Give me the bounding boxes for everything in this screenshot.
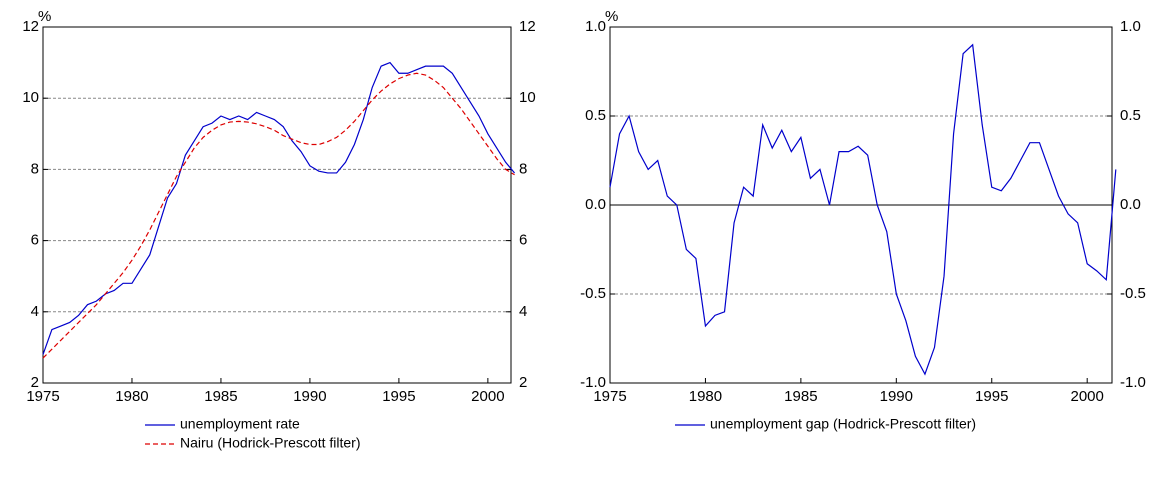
y-tick-label-right: 12 xyxy=(519,18,536,35)
y-axis-label: % xyxy=(38,8,51,25)
y-tick-label-right: 10 xyxy=(519,89,536,106)
plot-frame xyxy=(609,26,1113,384)
x-tick-label: 1985 xyxy=(204,388,237,405)
y-tick-label: -0.5 xyxy=(580,285,606,302)
x-tick-label: 2000 xyxy=(471,388,504,405)
x-tick-label: 1975 xyxy=(26,388,59,405)
y-tick-label: 8 xyxy=(31,160,39,177)
x-tick-label: 1995 xyxy=(382,388,415,405)
series-line xyxy=(609,43,1117,376)
y-tick-label: 4 xyxy=(31,303,39,320)
x-tick-label: 1980 xyxy=(115,388,148,405)
y-tick-label-right: -0.5 xyxy=(1120,285,1146,302)
series-line xyxy=(42,72,515,359)
y-tick-label: 0.5 xyxy=(585,107,606,124)
y-tick-label-right: 0.0 xyxy=(1120,196,1141,213)
y-tick-label: 1.0 xyxy=(585,18,606,35)
x-tick-label: 1990 xyxy=(293,388,326,405)
y-tick-label: 12 xyxy=(22,18,39,35)
y-tick-label-right: 1.0 xyxy=(1120,18,1141,35)
x-tick-label: 1980 xyxy=(689,388,722,405)
x-tick-label: 1985 xyxy=(784,388,817,405)
x-tick-label: 1995 xyxy=(975,388,1008,405)
y-tick-label: -1.0 xyxy=(580,374,606,391)
x-tick-label: 1990 xyxy=(880,388,913,405)
x-tick-label: 1975 xyxy=(593,388,626,405)
series-line xyxy=(42,61,516,355)
y-axis-label: % xyxy=(605,8,618,25)
y-tick-label-right: -1.0 xyxy=(1120,374,1146,391)
y-tick-label-right: 2 xyxy=(519,374,527,391)
plot-frame xyxy=(42,26,512,384)
x-tick-label: 2000 xyxy=(1070,388,1103,405)
y-tick-label: 6 xyxy=(31,232,39,249)
y-tick-label-right: 4 xyxy=(519,303,527,320)
y-tick-label-right: 0.5 xyxy=(1120,107,1141,124)
legend-label: unemployment gap (Hodrick-Prescott filte… xyxy=(710,416,976,432)
y-tick-label-right: 6 xyxy=(519,232,527,249)
legend-label: unemployment rate xyxy=(180,416,300,432)
legend-label: Nairu (Hodrick-Prescott filter) xyxy=(180,435,360,451)
y-tick-label: 10 xyxy=(22,89,39,106)
y-tick-label: 2 xyxy=(31,374,39,391)
y-tick-label: 0.0 xyxy=(585,196,606,213)
y-tick-label-right: 8 xyxy=(519,160,527,177)
